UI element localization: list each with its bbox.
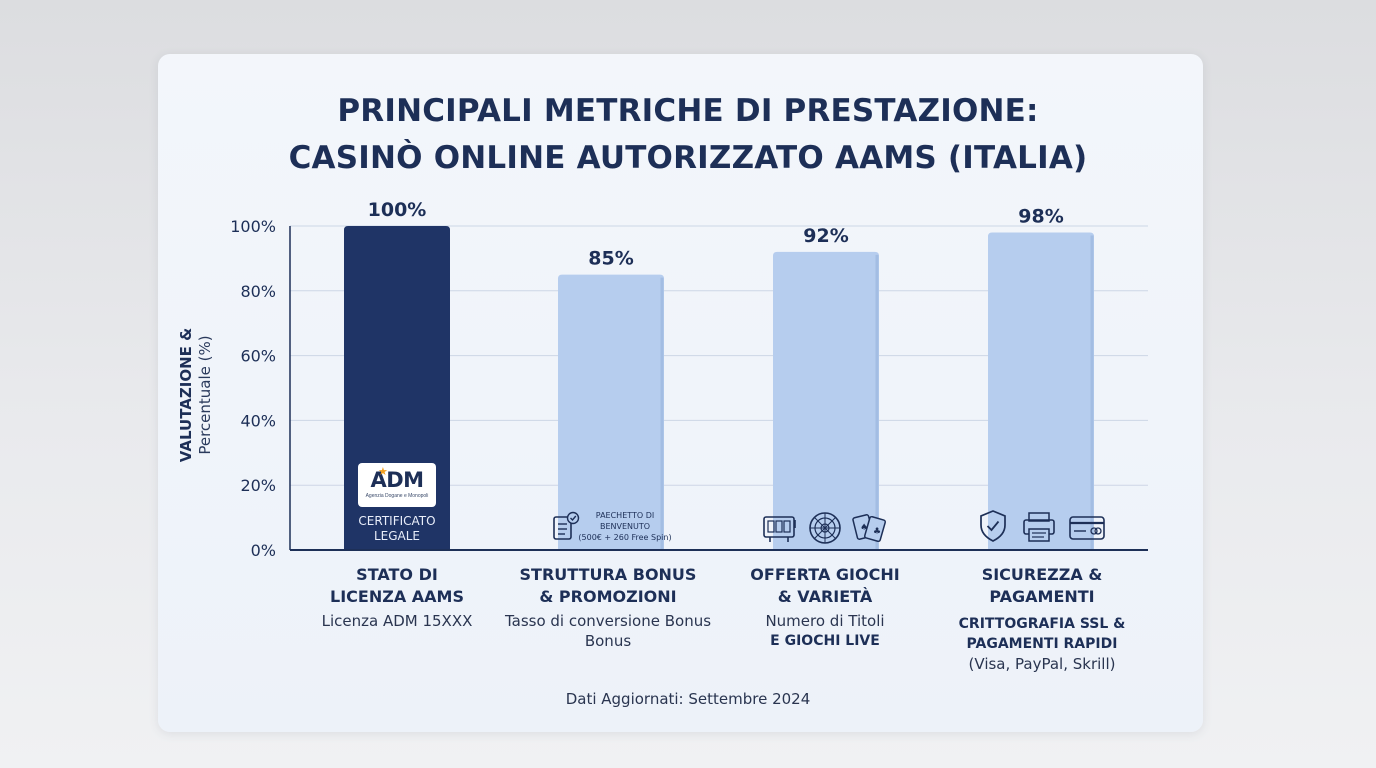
y-tick-label: 80%	[240, 282, 276, 301]
y-tick-label: 100%	[230, 217, 276, 236]
welcome-package-label: PAECHETTO DI BENVENUTO (500€ + 260 Free …	[575, 510, 675, 543]
slot-machine-icon	[763, 516, 796, 542]
y-tick-label: 0%	[251, 541, 276, 560]
playing-cards-icon: ♠ ♣	[852, 514, 886, 543]
category-sub-line1: Tasso di conversione Bonus	[504, 612, 712, 630]
category-name-line2: LICENZA AAMS	[330, 587, 464, 606]
category-sub-line2: Bonus	[584, 632, 632, 650]
svg-text:♣: ♣	[873, 527, 881, 537]
chart-title-line2: CASINÒ ONLINE AUTORIZZATO AAMS (ITALIA)	[288, 140, 1088, 176]
category-name-line2: & VARIETÀ	[777, 587, 873, 606]
bar	[988, 232, 1094, 551]
y-tick-label: 20%	[240, 476, 276, 495]
category-sub-line1: CRITTOGRAFIA SSL &	[958, 616, 1126, 632]
category-sub-line3: (Visa, PayPal, Skrill)	[968, 655, 1116, 673]
bar-value-label: 100%	[368, 199, 427, 221]
update-date-footer: Dati Aggiornati: Settembre 2024	[565, 690, 811, 708]
certificate-label-line1: CERTIFICATO	[358, 514, 436, 528]
category-name-line2: PAGAMENTI	[989, 587, 1095, 606]
bar	[773, 251, 879, 551]
category-sub-line2: PAGAMENTI RAPIDI	[966, 636, 1118, 652]
adm-logo: ★ ADM Agenzia Dogane e Monopoli	[358, 463, 436, 507]
chart-title: PRINCIPALI METRICHE DI PRESTAZIONE: CASI…	[0, 88, 1376, 182]
category-label-license: STATO DI LICENZA AAMS Licenza ADM 15XXX	[287, 564, 507, 631]
welcome-package-line1: PAECHETTO DI	[595, 511, 655, 520]
adm-logo-tagline: Agenzia Dogane e Monopoli	[365, 493, 429, 499]
category-name-line2: & PROMOZIONI	[539, 587, 677, 606]
star-icon: ★	[378, 466, 388, 478]
credit-card-icon	[1069, 516, 1105, 540]
category-sub-line1: Licenza ADM 15XXX	[321, 612, 473, 630]
category-name-line1: OFFERTA GIOCHI	[750, 565, 900, 584]
category-label-security: SICUREZZA & PAGAMENTI CRITTOGRAFIA SSL &…	[932, 564, 1152, 674]
roulette-icon	[809, 512, 841, 544]
card-terminal-icon	[1023, 512, 1055, 542]
adm-logo-text: ADM	[370, 468, 424, 492]
welcome-package-line3: (500€ + 260 Free Spin)	[578, 533, 672, 542]
bar-value-label: 98%	[1018, 205, 1063, 227]
bar-value-label: 85%	[588, 248, 633, 270]
chart-title-line1: PRINCIPALI METRICHE DI PRESTAZIONE:	[337, 93, 1039, 129]
category-sub-line1: Numero di Titoli	[765, 612, 885, 630]
bar	[558, 274, 664, 550]
y-tick-label: 60%	[240, 347, 276, 366]
certificate-label-line2: LEGALE	[373, 529, 421, 543]
shield-check-icon	[980, 510, 1006, 542]
category-sub-line2: E GIOCHI LIVE	[770, 633, 880, 649]
category-name-line1: STATO DI	[356, 565, 438, 584]
y-tick-label: 40%	[240, 411, 276, 430]
bar-value-label: 92%	[803, 225, 848, 247]
category-label-games: OFFERTA GIOCHI & VARIETÀ Numero di Titol…	[715, 564, 935, 651]
welcome-package-line2: BENVENUTO	[599, 522, 651, 531]
checklist-icon	[553, 511, 580, 540]
svg-text:♠: ♠	[860, 523, 868, 533]
category-name-line1: SICUREZZA &	[981, 565, 1103, 584]
certificate-label: CERTIFICATO LEGALE	[344, 514, 450, 544]
category-label-bonus: STRUTTURA BONUS & PROMOZIONI Tasso di co…	[498, 564, 718, 651]
category-name-line1: STRUTTURA BONUS	[519, 565, 697, 584]
